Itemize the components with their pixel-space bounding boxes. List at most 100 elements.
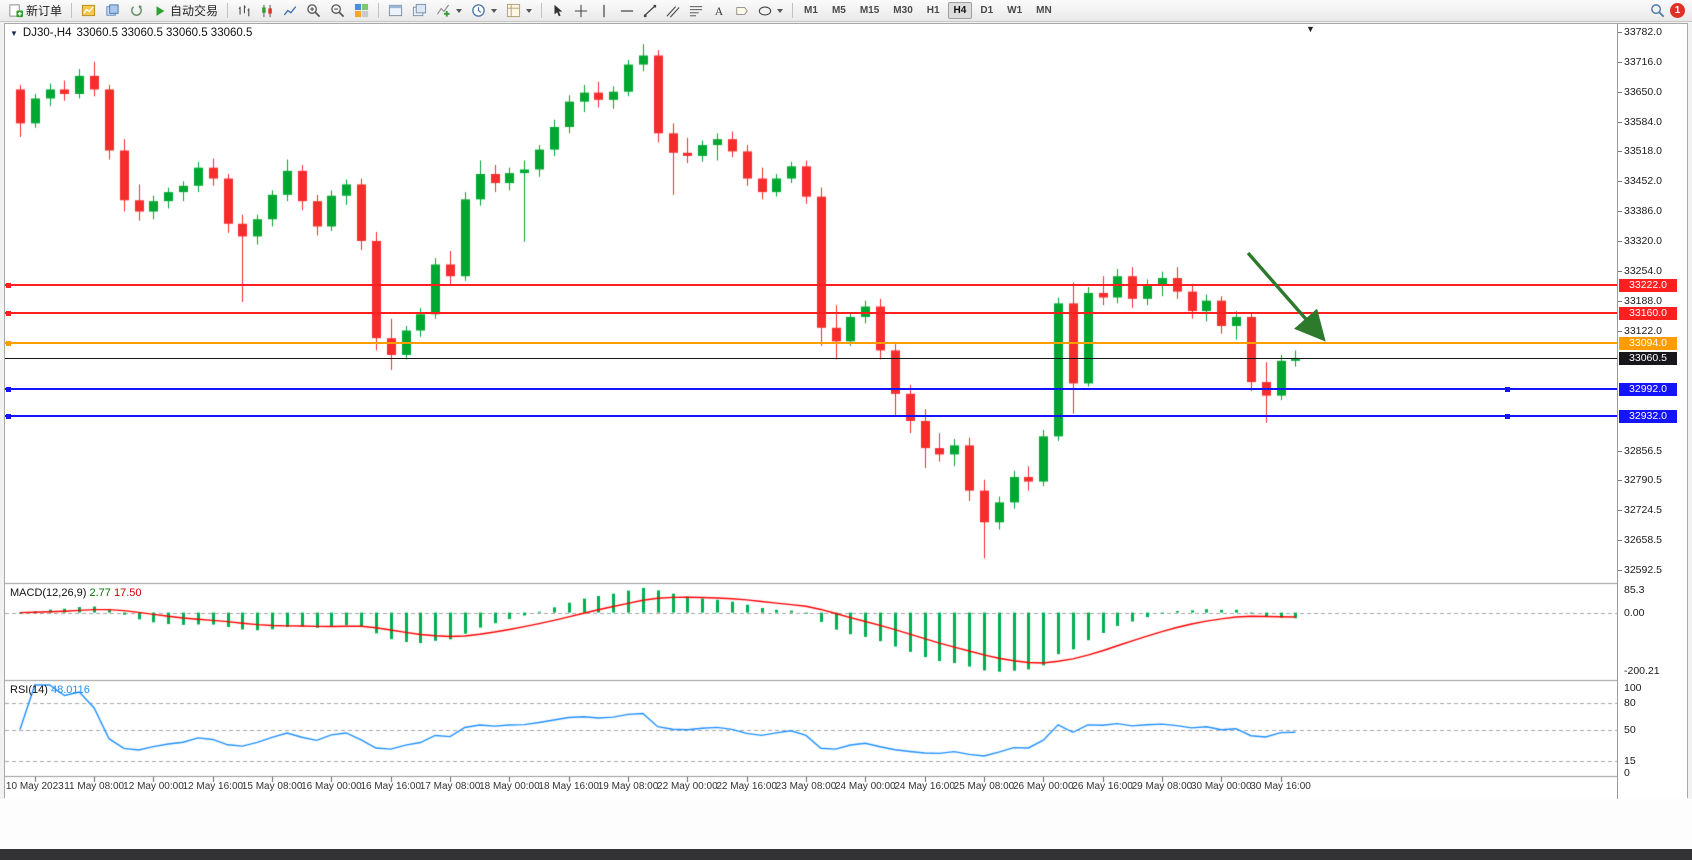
toolbar-separator [378, 3, 380, 18]
hline-32932.0[interactable] [5, 413, 1617, 419]
time-axis-label: 19 May 08:00 [597, 781, 659, 792]
label-button[interactable] [731, 1, 753, 20]
shapes-button[interactable] [754, 1, 787, 20]
time-axis-label: 30 May 16:00 [1250, 781, 1311, 792]
time-axis-label: 15 May 08:00 [241, 781, 303, 792]
toolbar-separator [541, 3, 543, 18]
hline-33160.0[interactable] [5, 310, 1617, 316]
cursor-button[interactable] [547, 1, 569, 20]
rsi-indicator-label: RSI(14) 48.0116 [10, 684, 90, 696]
timeframe-button-W1[interactable]: W1 [1007, 5, 1023, 16]
hline-32992.0[interactable] [5, 386, 1617, 392]
time-axis-label: 23 May 08:00 [775, 781, 837, 792]
timeframe-button-M15[interactable]: M15 [859, 5, 880, 16]
time-axis-label: 30 May 00:00 [1190, 781, 1252, 792]
new-order-button[interactable]: 新订单 [4, 1, 66, 20]
price-scale-tick [1618, 92, 1622, 93]
rsi-scale-label: 0 [1624, 767, 1630, 779]
line-handle-left[interactable] [6, 386, 11, 392]
price-scale-tick [1618, 510, 1622, 511]
macd-name: MACD(12,26,9) [10, 587, 87, 599]
hline-33222.0[interactable] [5, 282, 1617, 288]
timeframe-button-H4[interactable]: H4 [947, 2, 973, 19]
new-chart-icon [81, 4, 96, 17]
chart-window[interactable]: ▼ DJ30-,H4 33060.5 33060.5 33060.5 33060… [4, 23, 1688, 799]
search-icon [1651, 4, 1665, 18]
line-handle-right[interactable] [1505, 413, 1510, 419]
dropdown-caret [777, 8, 784, 13]
trendline-button[interactable] [639, 1, 661, 20]
profiles-button[interactable] [101, 1, 124, 20]
price-scale[interactable]: 33782.0 33716.0 33650.0 33584.0 33518.0 33452… [1617, 24, 1687, 799]
line-handle-left[interactable] [6, 310, 11, 316]
timeframe-button-M1[interactable]: M1 [804, 5, 818, 16]
zoom-out-button[interactable] [326, 1, 349, 20]
autotrade-play-icon [156, 5, 165, 16]
dropdown-caret [456, 8, 463, 13]
time-axis-label: 16 May 16:00 [360, 781, 422, 792]
horizontal-line-button[interactable] [616, 1, 638, 20]
timeframe-button-M30[interactable]: M30 [893, 5, 913, 16]
candle-chart-mode-button[interactable] [256, 1, 278, 20]
new-chart-button[interactable] [77, 1, 100, 20]
search-button[interactable] [1646, 1, 1669, 20]
hline-33060.5[interactable] [5, 357, 1617, 359]
line-handle-right[interactable] [1505, 386, 1510, 392]
channel-button[interactable] [662, 1, 684, 20]
price-scale-tick [1618, 480, 1622, 481]
trend-arrow[interactable] [1235, 239, 1345, 354]
time-axis-label: 24 May 00:00 [834, 781, 896, 792]
zoom-in-button[interactable] [302, 1, 325, 20]
text-button[interactable]: A [708, 1, 730, 20]
autotrade-button[interactable]: 自动交易 [149, 1, 222, 20]
price-chart-canvas[interactable] [5, 24, 1617, 799]
line-chart-mode-button[interactable] [279, 1, 301, 20]
notification-badge[interactable]: 1 [1670, 3, 1685, 18]
cascade-windows-button[interactable] [408, 1, 431, 20]
price-scale-label: 32790.5 [1624, 474, 1662, 487]
macd-signal-value: 17.50 [113, 587, 142, 599]
timeframe-button-H1[interactable]: H1 [926, 5, 940, 16]
toolbar-separator [792, 3, 794, 18]
time-axis-label: 24 May 16:00 [894, 781, 955, 792]
one-click-trading-toggle[interactable]: ▼ [10, 28, 18, 38]
time-axis-label: 26 May 00:00 [1012, 781, 1074, 792]
time-axis[interactable]: 10 May 2023 11 May 08:00 12 May 00:00 12 Ma… [5, 776, 1617, 799]
hline-33094.0[interactable] [5, 340, 1617, 346]
timeframe-button-D1[interactable]: D1 [980, 5, 994, 16]
periods-button[interactable] [467, 1, 501, 20]
price-scale-tick [1618, 271, 1622, 272]
new-order-label: 新订单 [26, 4, 63, 18]
price-scale-tick [1618, 62, 1622, 63]
price-scale-label: 33320.0 [1624, 234, 1662, 247]
dropdown-caret [526, 8, 533, 13]
line-handle-left[interactable] [6, 282, 11, 288]
arrange-windows-icon [388, 4, 403, 17]
timeframe-button-M5[interactable]: M5 [831, 5, 846, 16]
toolbar-separator [227, 3, 229, 18]
indicators-button[interactable] [432, 1, 466, 20]
time-axis-label: 22 May 00:00 [657, 781, 718, 792]
line-handle-left[interactable] [6, 413, 11, 419]
arrange-windows-button[interactable] [384, 1, 407, 20]
label-icon [736, 6, 748, 15]
line-handle-left[interactable] [6, 340, 11, 346]
macd-scale-label: 85.3 [1624, 584, 1645, 596]
templates-button[interactable] [502, 1, 536, 20]
fibonacci-button[interactable] [685, 1, 707, 20]
price-scale-tick [1618, 570, 1622, 571]
timeframe-button-MN[interactable]: MN [1036, 5, 1052, 16]
zoom-out-icon [331, 4, 345, 18]
refresh-button[interactable] [125, 1, 148, 20]
macd-scale-label: -200.21 [1624, 665, 1660, 677]
vertical-line-button[interactable] [593, 1, 615, 20]
crosshair-button[interactable] [570, 1, 592, 20]
chart-shift-marker[interactable]: ▼ [1306, 24, 1315, 34]
crosshair-icon [574, 4, 588, 17]
bar-chart-mode-button[interactable] [233, 1, 255, 20]
autotrade-label: 自动交易 [170, 4, 219, 18]
rsi-name: RSI(14) [10, 684, 48, 696]
tile-windows-button[interactable] [350, 1, 373, 20]
price-scale-label: 33386.0 [1624, 205, 1662, 218]
